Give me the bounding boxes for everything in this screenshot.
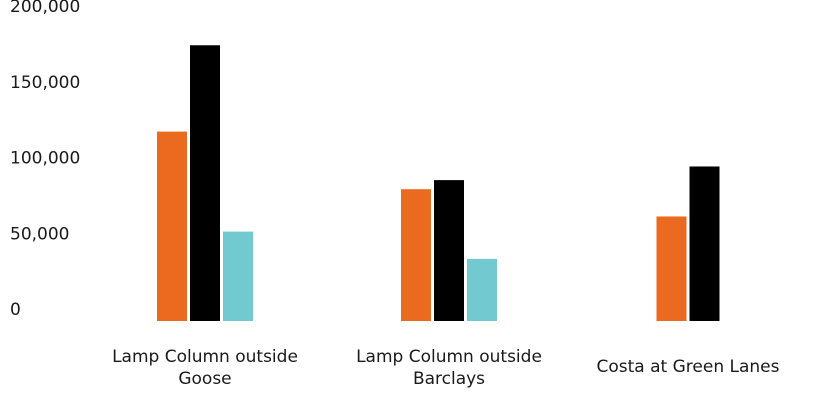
category-label-line: Costa at Green Lanes — [597, 357, 780, 377]
category-label-line: Barclays — [413, 369, 485, 389]
y-tick-label: 50,000 — [10, 224, 69, 244]
y-tick-label: 100,000 — [10, 149, 80, 169]
category-label-line: Lamp Column outside — [112, 347, 298, 367]
bar-series-2-category-2 — [434, 180, 464, 321]
category-label: Lamp Column outside Goose — [112, 347, 298, 389]
category-label-line: Goose — [178, 369, 231, 389]
bar-series-3-category-1 — [223, 231, 253, 321]
bars — [157, 45, 720, 322]
bar-series-2-category-1 — [190, 45, 220, 322]
category-label: Costa at Green Lanes — [597, 357, 780, 377]
bar-series-1-category-2 — [401, 189, 431, 321]
bar-series-1-category-3 — [656, 216, 687, 321]
y-tick-label: 150,000 — [10, 73, 80, 93]
y-tick-label: 200,000 — [10, 0, 80, 17]
category-label: Lamp Column outside Barclays — [356, 347, 542, 389]
y-axis-ticks: 0 50,000 100,000 150,000 200,000 — [10, 0, 80, 320]
category-label-line: Lamp Column outside — [356, 347, 542, 367]
bar-series-1-category-1 — [157, 131, 187, 321]
y-tick-label: 0 — [10, 300, 21, 320]
bar-series-2-category-3 — [689, 166, 720, 321]
bar-series-3-category-2 — [467, 258, 497, 321]
